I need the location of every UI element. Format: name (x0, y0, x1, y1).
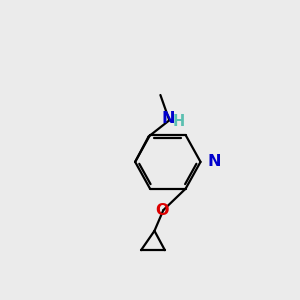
Text: O: O (155, 202, 169, 217)
Text: H: H (173, 114, 185, 129)
Text: N: N (161, 111, 175, 126)
Text: N: N (207, 154, 220, 169)
